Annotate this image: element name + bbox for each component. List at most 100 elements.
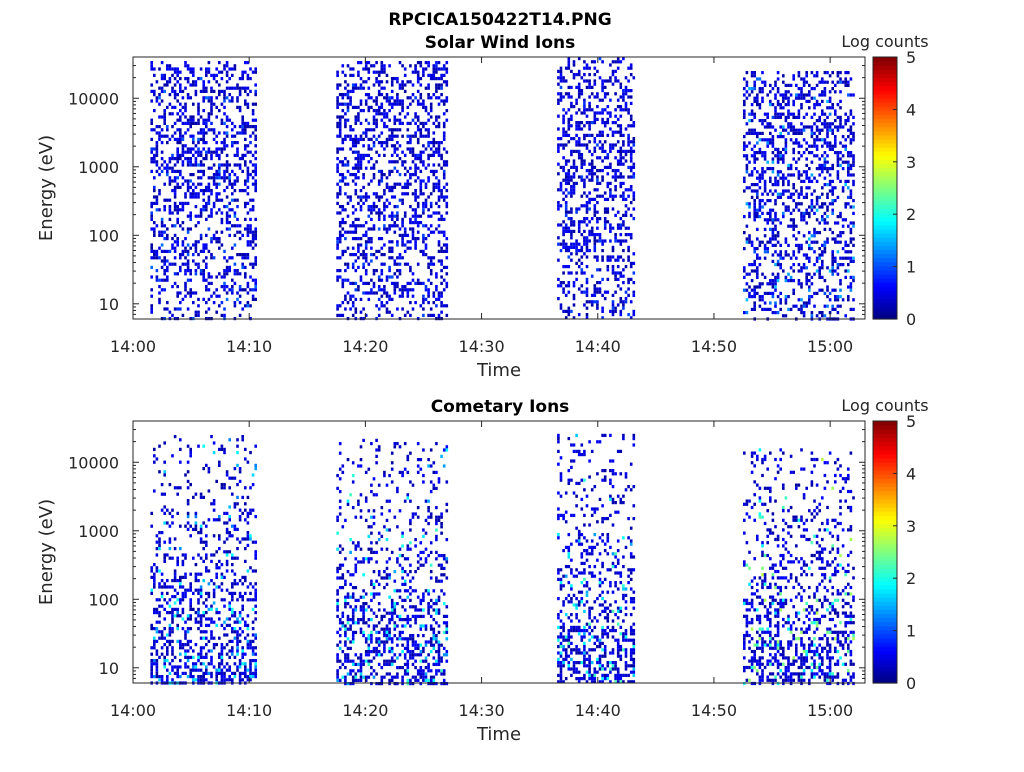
heatmap-cell — [176, 112, 179, 115]
heatmap-cell — [800, 266, 803, 269]
heatmap-cell — [570, 223, 573, 226]
heatmap-cell — [399, 256, 402, 259]
heatmap-cell — [562, 233, 565, 236]
heatmap-cell — [562, 310, 565, 313]
heatmap-cell — [591, 153, 594, 156]
heatmap-cell — [560, 249, 563, 252]
heatmap-cell — [594, 67, 597, 70]
heatmap-cell — [396, 77, 399, 80]
heatmap-cell — [189, 617, 192, 620]
heatmap-cell — [839, 119, 842, 122]
heatmap-cell — [627, 246, 630, 249]
heatmap-cell — [612, 83, 615, 86]
heatmap-cell — [438, 240, 441, 243]
heatmap-cell — [573, 182, 576, 185]
heatmap-cell — [200, 160, 203, 163]
heatmap-cell — [829, 148, 832, 151]
heatmap-cell — [158, 285, 161, 288]
heatmap-cell — [557, 143, 560, 146]
heatmap-cell — [208, 592, 211, 595]
heatmap-cell — [782, 183, 785, 186]
heatmap-cell — [176, 512, 179, 515]
heatmap-cell — [834, 119, 837, 122]
heatmap-cell — [829, 145, 832, 148]
heatmap-cell — [446, 256, 449, 259]
heatmap-cell — [187, 151, 190, 154]
heatmap-cell — [764, 154, 767, 157]
heatmap-cell — [824, 314, 827, 317]
heatmap-cell — [575, 239, 578, 242]
heatmap-cell — [443, 160, 446, 163]
heatmap-cell — [210, 96, 213, 99]
heatmap-cell — [182, 112, 185, 115]
heatmap-cell — [565, 246, 568, 249]
heatmap-cell — [844, 81, 847, 84]
heatmap-cell — [578, 140, 581, 143]
heatmap-cell — [594, 211, 597, 214]
heatmap-cell — [355, 83, 358, 86]
heatmap-cell — [171, 659, 174, 662]
heatmap-cell — [625, 300, 628, 303]
heatmap-cell — [171, 595, 174, 598]
heatmap-cell — [407, 122, 410, 125]
heatmap-cell — [800, 122, 803, 125]
heatmap-cell — [834, 84, 837, 87]
heatmap-cell — [373, 202, 376, 205]
heatmap-cell — [625, 86, 628, 89]
heatmap-cell — [438, 224, 441, 227]
heatmap-cell — [391, 106, 394, 109]
heatmap-cell — [352, 90, 355, 93]
heatmap-cell — [779, 132, 782, 135]
heatmap-cell — [837, 241, 840, 244]
heatmap-cell — [347, 135, 350, 138]
heatmap-cell — [176, 624, 179, 627]
heatmap-cell — [417, 205, 420, 208]
heatmap-cell — [759, 186, 762, 189]
heatmap-cell — [811, 311, 814, 314]
heatmap-cell — [427, 291, 430, 294]
heatmap-cell — [847, 295, 850, 298]
heatmap-cell — [769, 132, 772, 135]
heatmap-cell — [357, 138, 360, 141]
heatmap-cell — [342, 250, 345, 253]
heatmap-cell — [630, 175, 633, 178]
heatmap-cell — [171, 678, 174, 681]
heatmap-cell — [769, 279, 772, 282]
heatmap-cell — [221, 103, 224, 106]
heatmap-cell — [176, 128, 179, 131]
heatmap-cell — [844, 148, 847, 151]
heatmap-cell — [578, 156, 581, 159]
heatmap-cell — [378, 288, 381, 291]
heatmap-cell — [182, 205, 185, 208]
heatmap-cell — [438, 125, 441, 128]
heatmap-cell — [184, 115, 187, 118]
colorbar-segment — [873, 278, 897, 283]
heatmap-cell — [342, 71, 345, 74]
heatmap-cell — [847, 116, 850, 119]
heatmap-cell — [355, 183, 358, 186]
heatmap-cell — [244, 304, 247, 307]
heatmap-cell — [409, 288, 412, 291]
heatmap-cell — [759, 282, 762, 285]
heatmap-cell — [427, 112, 430, 115]
heatmap-cell — [252, 266, 255, 269]
heatmap-cell — [386, 144, 389, 147]
heatmap-cell — [373, 115, 376, 118]
heatmap-cell — [420, 160, 423, 163]
heatmap-cell — [252, 279, 255, 282]
heatmap-cell — [440, 250, 443, 253]
heatmap-cell — [766, 145, 769, 148]
heatmap-cell — [601, 243, 604, 246]
heatmap-cell — [844, 269, 847, 272]
heatmap-cell — [779, 177, 782, 180]
heatmap-cell — [226, 186, 229, 189]
heatmap-cell — [425, 186, 428, 189]
heatmap-cell — [187, 291, 190, 294]
heatmap-cell — [184, 87, 187, 90]
heatmap-cell — [221, 141, 224, 144]
heatmap-cell — [816, 269, 819, 272]
heatmap-cell — [218, 240, 221, 243]
heatmap-cell — [433, 173, 436, 176]
heatmap-cell — [596, 268, 599, 271]
heatmap-cell — [596, 156, 599, 159]
